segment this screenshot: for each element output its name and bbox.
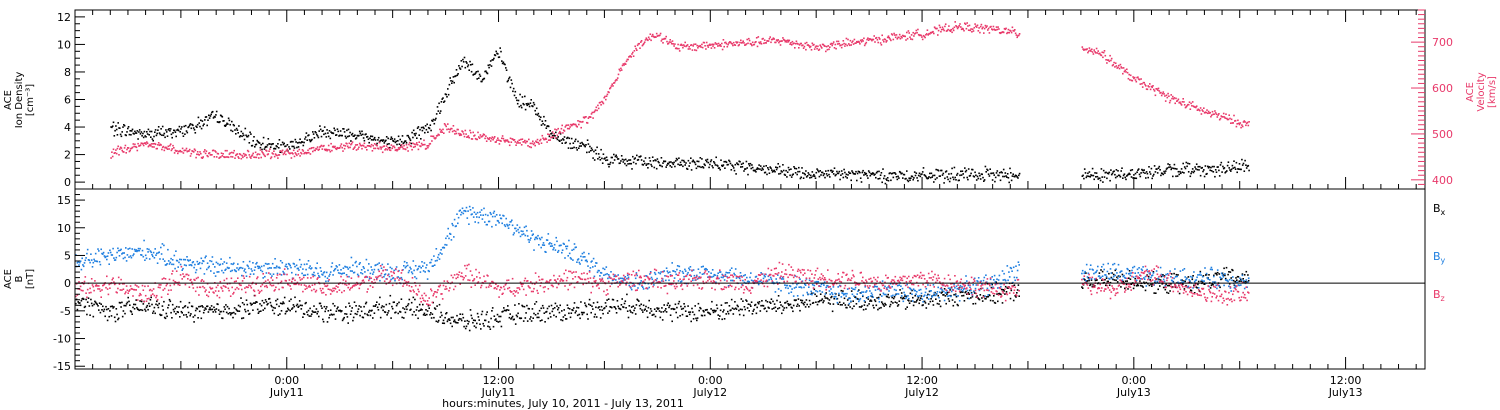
- velocity-y-label: ACE Velocity [km/s]: [1465, 72, 1498, 111]
- axis-labels: 024681012400500600700-15-10-50510150:00J…: [3, 11, 1498, 410]
- b-y-label-line: ACE: [3, 269, 14, 289]
- x-axis-title: hours:minutes, July 10, 2011 - July 13, …: [442, 397, 684, 410]
- density-y-label-line: [cm⁻³]: [25, 84, 36, 116]
- ion-density-points: [110, 47, 1250, 185]
- x-tick-time-label: 0:00: [698, 374, 723, 387]
- b-y-points: [75, 205, 1250, 305]
- velocity-y-tick-label: 700: [1432, 36, 1453, 49]
- b-y-tick-label: 0: [64, 277, 71, 290]
- b-x-points: [75, 266, 1250, 332]
- velocity-y-tick-label: 400: [1432, 174, 1453, 187]
- x-tick-time-label: 0:00: [1121, 374, 1146, 387]
- x-tick-time-label: 12:00: [1330, 374, 1362, 387]
- density-panel-frame: [74, 9, 1426, 190]
- axis-ticks: [75, 9, 1425, 369]
- density-y-tick-label: 8: [64, 66, 71, 79]
- legend-by: By: [1433, 250, 1446, 265]
- x-tick-date-label: July13: [1116, 386, 1151, 399]
- b-y-tick-label: 5: [64, 249, 71, 262]
- b-y-label: ACE B [nT]: [3, 269, 36, 289]
- x-tick-date-label: July13: [1328, 386, 1363, 399]
- velocity-points: [110, 21, 1250, 160]
- x-tick-date-label: July11: [269, 386, 304, 399]
- density-y-tick-label: 10: [57, 38, 71, 51]
- b-panel-frame: [74, 188, 1426, 370]
- density-y-tick-label: 4: [64, 121, 71, 134]
- b-y-tick-label: -10: [53, 333, 71, 346]
- x-tick-time-label: 12:00: [483, 374, 515, 387]
- b-y-tick-label: 15: [57, 194, 71, 207]
- data-points-layer: [75, 21, 1250, 332]
- velocity-y-tick-label: 500: [1432, 128, 1453, 141]
- velocity-y-label-line: Velocity: [1476, 72, 1487, 111]
- x-tick-time-label: 12:00: [906, 374, 938, 387]
- density-y-tick-label: 2: [64, 149, 71, 162]
- velocity-y-tick-label: 600: [1432, 82, 1453, 95]
- x-tick-date-label: July12: [904, 386, 939, 399]
- density-y-tick-label: 6: [64, 94, 71, 107]
- legend-bx: Bx: [1433, 202, 1446, 217]
- density-y-label-line: Ion Density: [14, 72, 25, 129]
- velocity-y-label-line: ACE: [1465, 82, 1476, 102]
- b-y-tick-label: -5: [60, 305, 71, 318]
- velocity-y-label-line: [km/s]: [1487, 76, 1498, 108]
- density-y-label-line: ACE: [3, 90, 14, 110]
- b-y-tick-label: 10: [57, 222, 71, 235]
- density-y-label: ACE Ion Density [cm⁻³]: [3, 72, 36, 129]
- x-tick-date-label: July11: [481, 386, 516, 399]
- b-y-label-line: [nT]: [25, 269, 36, 289]
- b-y-label-line: B: [14, 275, 25, 282]
- x-tick-date-label: July12: [692, 386, 727, 399]
- density-y-tick-label: 12: [57, 11, 71, 24]
- legend-bz: Bz: [1433, 288, 1445, 303]
- b-y-tick-label: -15: [53, 360, 71, 373]
- density-y-tick-label: 0: [64, 176, 71, 189]
- x-tick-time-label: 0:00: [274, 374, 299, 387]
